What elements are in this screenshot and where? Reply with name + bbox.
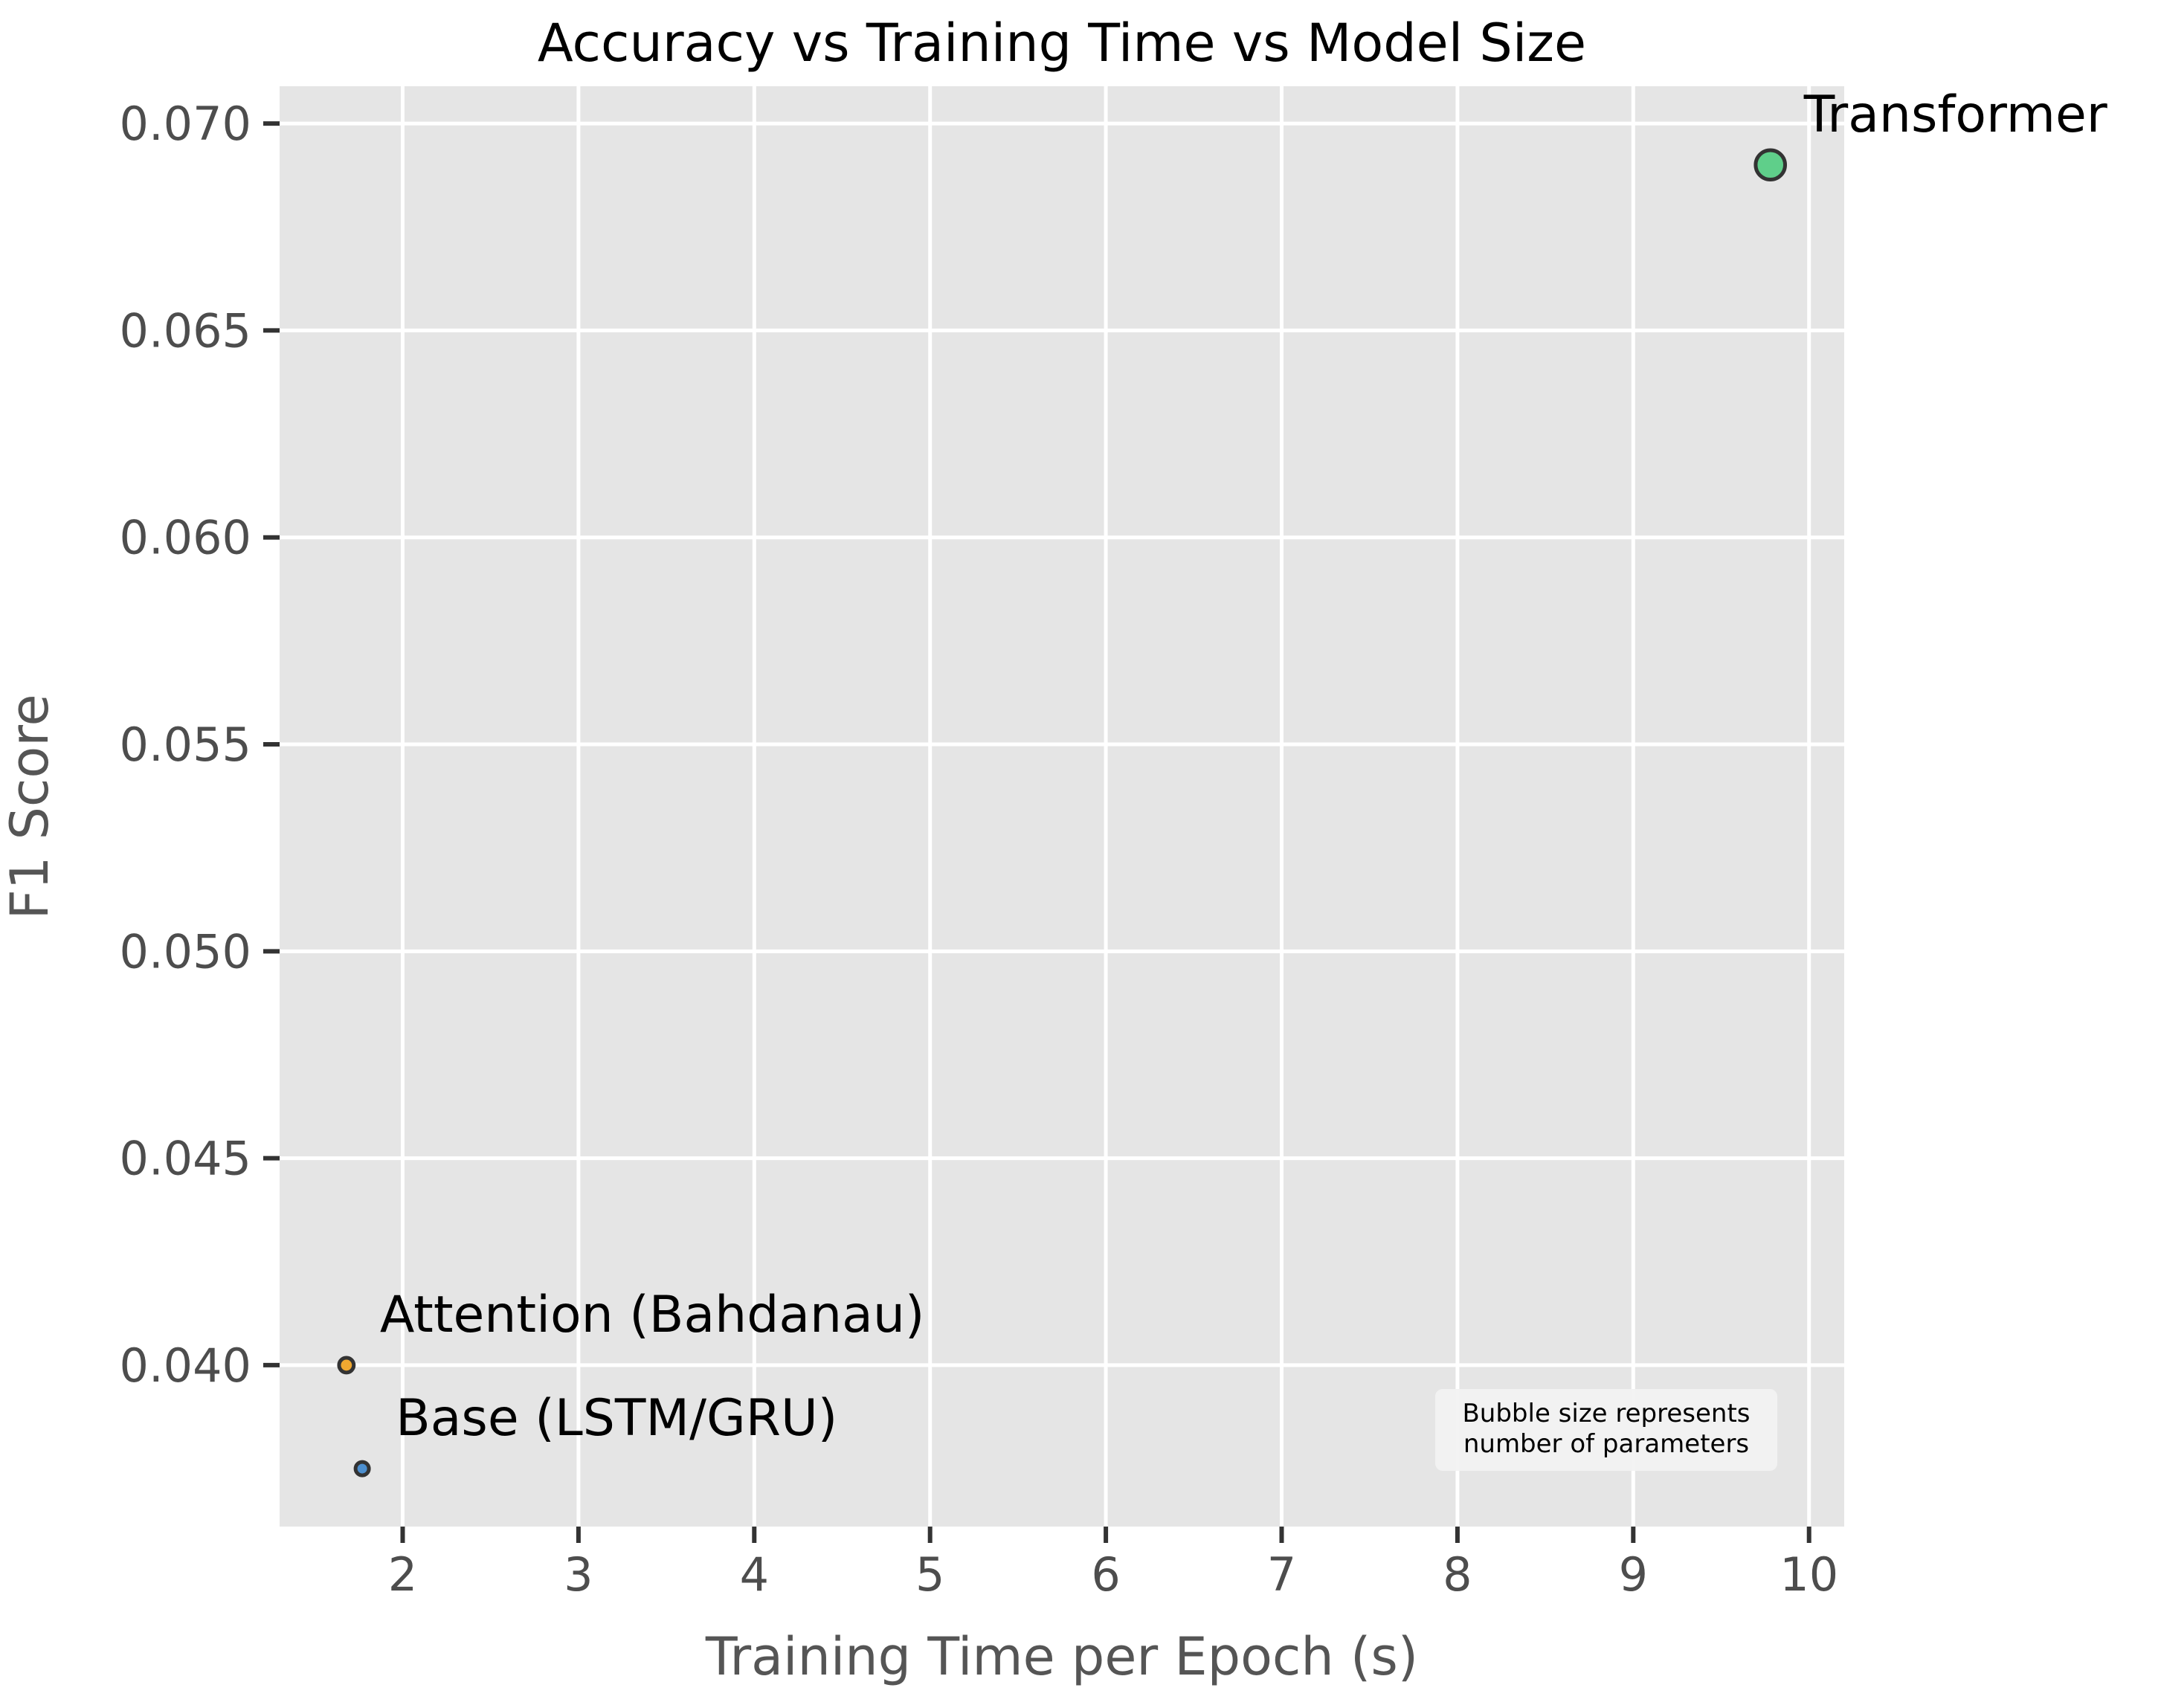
y-tick-label: 0.060 (120, 511, 252, 565)
x-tick-label: 6 (1091, 1547, 1120, 1602)
legend-note-line-1: Bubble size represents (1462, 1399, 1750, 1428)
x-tick-label: 8 (1443, 1547, 1472, 1602)
chart-title: Accuracy vs Training Time vs Model Size (538, 13, 1586, 74)
y-tick-label: 0.045 (120, 1132, 252, 1186)
y-tick-label: 0.070 (120, 97, 252, 151)
y-tick-label: 0.055 (120, 718, 252, 772)
x-tick-label: 7 (1267, 1547, 1296, 1602)
data-point (1753, 148, 1788, 182)
x-axis-label: Training Time per Epoch (s) (705, 1626, 1418, 1687)
legend-note-box (1435, 1389, 1777, 1471)
y-tick-label: 0.040 (120, 1338, 252, 1393)
point-label: Attention (Bahdanau) (380, 1286, 925, 1344)
axes: 2 3 4 5 6 7 8 9 10 0.040 0.045 0.050 0.055 0.060 0.065… (120, 97, 1839, 1602)
x-tick-label: 9 (1619, 1547, 1648, 1602)
data-point (353, 1460, 371, 1477)
x-tick-label: 4 (740, 1547, 769, 1602)
legend-note: Bubble size represents number of paramet… (1435, 1389, 1777, 1471)
x-tick-label: 2 (388, 1547, 417, 1602)
data-points: Base (LSTM/GRU) Attention (Bahdanau) Trans… (337, 86, 2107, 1477)
y-tick-label: 0.065 (120, 303, 252, 358)
y-tick-label: 0.050 (120, 924, 252, 979)
x-tick-label: 5 (915, 1547, 944, 1602)
x-tick-label: 3 (564, 1547, 593, 1602)
data-point (337, 1356, 356, 1375)
y-axis-label: F1 Score (0, 694, 60, 919)
plot-area (280, 86, 1844, 1527)
grid-lines (280, 86, 1844, 1527)
point-label: Base (LSTM/GRU) (396, 1389, 837, 1448)
x-tick-label: 10 (1780, 1547, 1838, 1602)
point-label: Transformer (1803, 86, 2107, 144)
legend-note-line-2: number of parameters (1463, 1429, 1749, 1459)
